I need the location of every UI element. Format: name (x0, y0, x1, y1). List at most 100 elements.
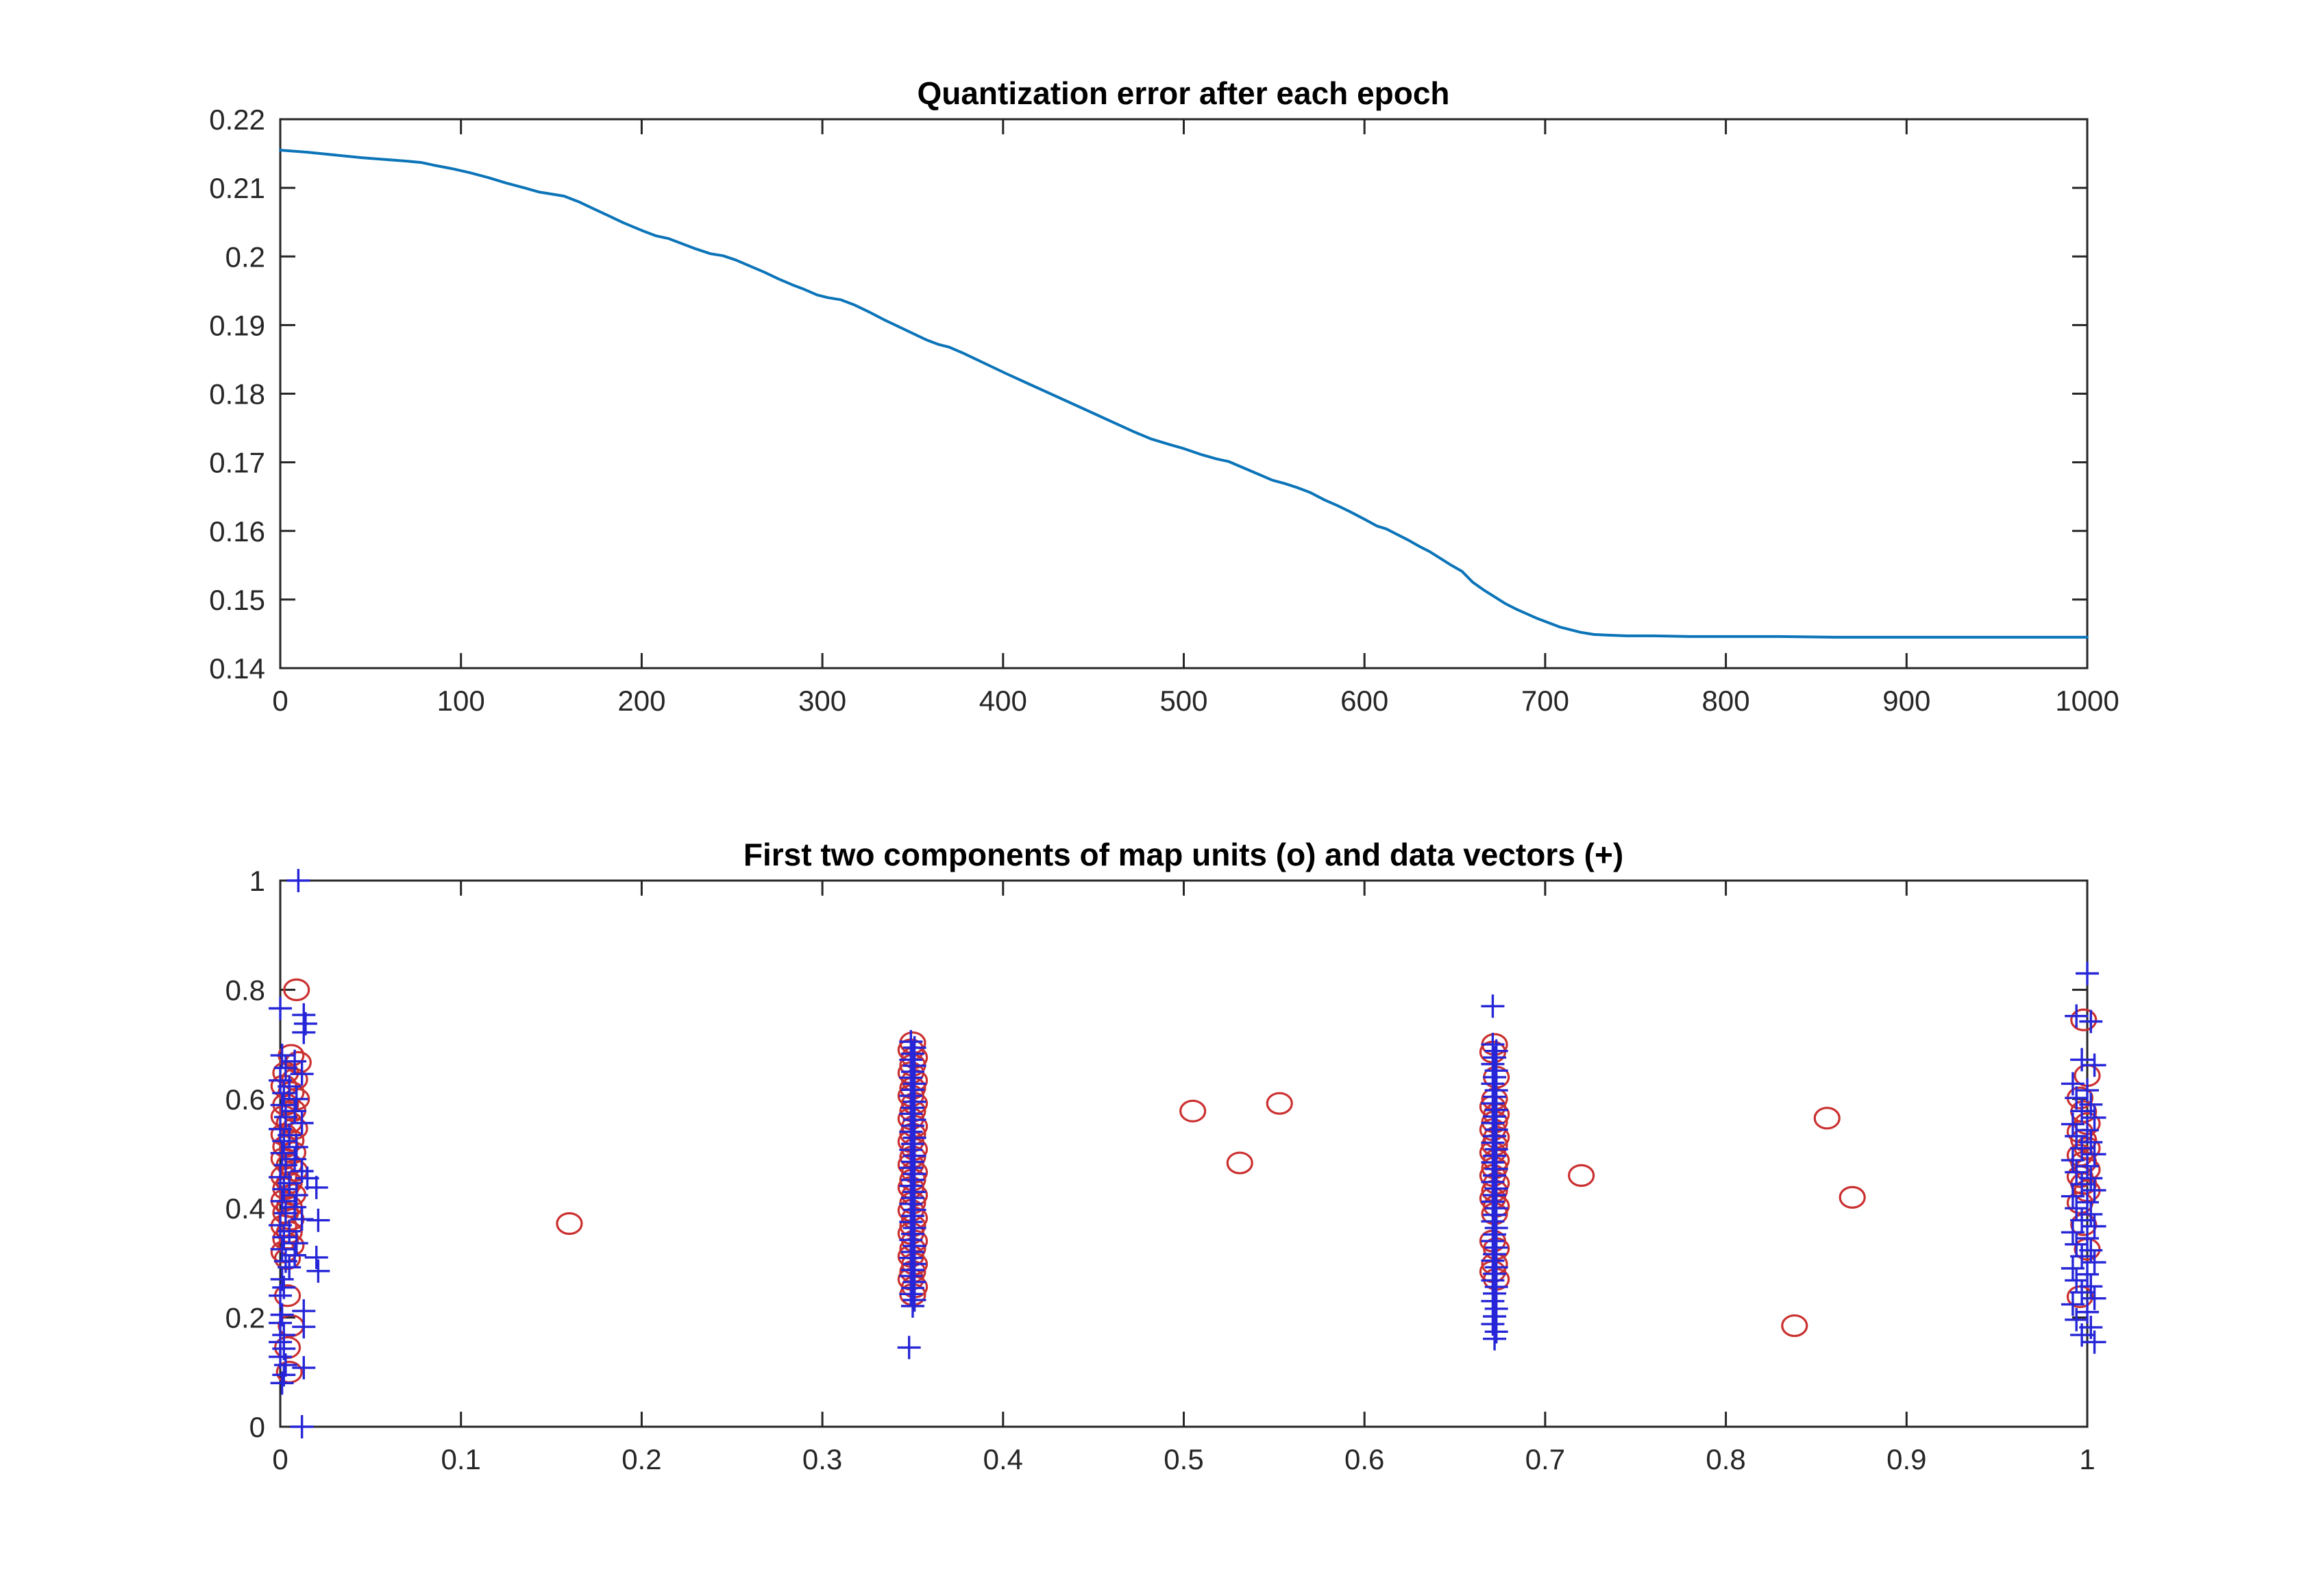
data-vector-marker (2065, 1125, 2089, 1148)
data-vector-marker (278, 1219, 302, 1243)
y-axis-tick-label: 0.22 (209, 103, 265, 136)
data-vector-marker (290, 1415, 314, 1438)
map-unit-marker (1179, 1099, 1207, 1122)
y-axis-tick-label: 0.19 (209, 309, 265, 341)
data-vector-marker (2065, 1004, 2089, 1028)
data-vector-marker (2082, 1286, 2106, 1310)
plot-box (279, 118, 2089, 670)
x-axis-tick-label: 0.4 (983, 1443, 1023, 1475)
data-vector-marker (1484, 1098, 1508, 1122)
data-vector-marker (304, 1175, 328, 1199)
data-vector-marker (1484, 1275, 1508, 1299)
x-axis-tick-label: 0.3 (802, 1443, 842, 1475)
data-vector-marker (2076, 1154, 2099, 1178)
data-vector-marker (304, 1245, 328, 1269)
data-vector-marker (902, 1288, 926, 1312)
data-vector-marker (2065, 1196, 2089, 1220)
data-vector-marker (283, 1243, 307, 1267)
data-vector-marker (278, 1255, 302, 1279)
data-vector-marker (1481, 1210, 1505, 1233)
data-vector-marker (2070, 1244, 2094, 1268)
data-vector-marker (306, 1208, 330, 1232)
data-vector-marker (272, 1225, 296, 1249)
data-vector-marker (1483, 1183, 1507, 1207)
x-axis-tick-label: 0 (272, 685, 288, 717)
x-axis-tick-label: 0.9 (1886, 1443, 1926, 1475)
data-vector-marker (278, 1075, 302, 1098)
data-vector-marker (2076, 1227, 2099, 1251)
data-vector-marker (2070, 1048, 2094, 1072)
data-vector-marker (273, 1105, 297, 1129)
x-axis-tick-label: 0.5 (1164, 1443, 1203, 1475)
x-axis-tick-label: 0.2 (622, 1443, 661, 1475)
data-vector-marker (273, 1353, 297, 1377)
data-vector-marker (292, 1020, 316, 1044)
data-vector-marker (1481, 1170, 1505, 1194)
x-axis-tick-label: 1 (2079, 1443, 2095, 1475)
map-unit-marker (283, 978, 310, 1002)
data-vector-marker (2070, 1280, 2094, 1304)
data-vector-marker (290, 1062, 314, 1086)
data-vector-marker (292, 1315, 316, 1339)
map-unit-marker (1839, 1186, 1866, 1209)
data-vector-marker (1484, 1059, 1508, 1083)
data-vector-marker (1483, 1065, 1507, 1089)
data-vector-marker (286, 869, 310, 892)
som-axes-frame: 0 0.1 0.2 0.3 0.4 0.5 0.6 0.7 0.8 0.9 1 0 0.2 0.4 0.6 0… (225, 865, 2095, 1475)
data-vector-marker (270, 1189, 294, 1213)
data-vector-marker (1483, 1242, 1507, 1266)
data-vector-marker (2079, 1130, 2103, 1154)
quantization-chart-title: Quantization error after each epoch (917, 75, 1449, 111)
map-unit-marker (1226, 1151, 1253, 1175)
y-axis-tick-label: 0.2 (225, 241, 265, 273)
data-vector-marker (2076, 1190, 2099, 1214)
data-vector-marker (306, 1259, 330, 1283)
plot-box (279, 879, 2089, 1428)
data-vector-marker (2082, 1142, 2106, 1166)
data-vector-marker (1484, 1216, 1508, 1240)
quantization-axes-frame: 0 100 200 300 400 500 600 700 800 900 1000 0.14 0.15… (209, 103, 2119, 717)
data-vector-marker (2079, 1275, 2103, 1299)
data-vector-marker (1484, 1118, 1508, 1142)
map-unit-marker (2070, 1008, 2098, 1031)
data-vector-marker (270, 1237, 294, 1261)
data-vector-marker (270, 1044, 294, 1068)
x-axis-tick-label: 900 (1882, 685, 1930, 717)
data-vector-marker (1483, 1327, 1507, 1351)
data-vector-marker (1481, 1033, 1505, 1057)
data-vector-marker (284, 1231, 308, 1255)
y-axis-tick-label: 0.16 (209, 515, 265, 548)
data-vector-marker (897, 1336, 921, 1360)
x-axis-tick-label: 600 (1340, 685, 1388, 717)
y-axis-tick-label: 1 (249, 865, 265, 897)
data-vector-marker (2082, 1330, 2106, 1354)
y-axis-tick-label: 0.2 (225, 1302, 265, 1334)
x-axis-tick-label: 400 (979, 685, 1027, 717)
data-vector-marker (2065, 1232, 2089, 1256)
quantization-error-chart: Quantization error after each epoch 0 100… (209, 75, 2119, 717)
data-vector-marker (2079, 1166, 2103, 1190)
x-axis-tick-label: 0.6 (1344, 1443, 1384, 1475)
data-vector-marker (283, 1147, 307, 1171)
data-vector-marker (1481, 1249, 1505, 1273)
y-axis-tick-label: 0.4 (225, 1192, 265, 1225)
data-vector-marker (2061, 1072, 2085, 1096)
data-vector-marker (2076, 1118, 2099, 1142)
data-vector-marker (2065, 1308, 2089, 1331)
data-vector-marker (269, 1165, 292, 1189)
data-vector-marker (1481, 1111, 1505, 1135)
data-vector-marker (1483, 1125, 1507, 1148)
data-vector-marker (2070, 1173, 2094, 1196)
data-vector-marker (269, 996, 292, 1020)
data-vector-marker (1484, 1177, 1508, 1201)
data-vector-marker (2065, 1086, 2089, 1110)
data-vector-marker (2076, 1262, 2099, 1286)
x-axis-tick-label: 100 (437, 685, 485, 717)
data-vector-marker (270, 1371, 294, 1395)
data-vector-marker (278, 1171, 302, 1195)
data-vector-marker (900, 1294, 924, 1318)
data-vector-marker (1483, 1144, 1507, 1168)
data-vector-marker (269, 1284, 292, 1308)
data-vector-marker (284, 1087, 308, 1111)
data-vector-marker (1484, 1138, 1508, 1162)
